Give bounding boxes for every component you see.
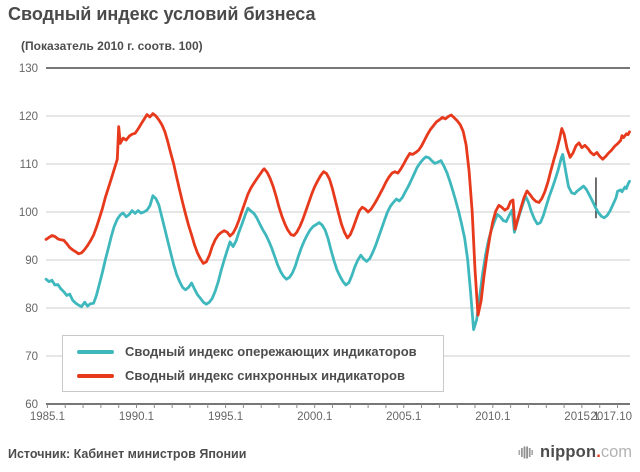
svg-text:80: 80 [25, 303, 38, 315]
nippon-logo: nippon . com [518, 443, 632, 462]
svg-text:60: 60 [25, 399, 38, 411]
logo-dot: . [596, 443, 601, 461]
legend-label-coincident: Сводный индекс синхронных индикаторов [125, 368, 405, 383]
chart-subtitle: (Показатель 2010 г. соотв. 100) [21, 39, 203, 53]
legend-item-coincident: Сводный индекс синхронных индикаторов [77, 368, 443, 383]
coincident-series-line [44, 112, 631, 317]
svg-text:2017.10: 2017.10 [590, 411, 632, 423]
page-title: Сводный индекс условий бизнеса [8, 4, 316, 24]
svg-text:70: 70 [25, 351, 38, 363]
chart-legend: Сводный индекс опережающих индикаторов С… [62, 335, 444, 392]
logo-name: nippon [540, 443, 597, 461]
x-axis: 1985.1 1990.1 1995.1 2000.1 2005.1 2010.1 2015… [30, 404, 632, 423]
nippon-mark-icon [518, 446, 534, 459]
svg-text:100: 100 [19, 207, 38, 219]
svg-text:130: 130 [19, 63, 38, 75]
svg-text:90: 90 [25, 255, 38, 267]
logo-tld: com [600, 443, 632, 461]
leading-series-line [44, 152, 631, 332]
svg-text:2010.1: 2010.1 [475, 411, 510, 423]
coincident-line-icon [77, 373, 114, 378]
leading-line-icon [77, 349, 114, 354]
svg-text:1990.1: 1990.1 [119, 411, 154, 423]
svg-text:2000.1: 2000.1 [297, 411, 332, 423]
legend-label-leading: Сводный индекс опережающих индикаторов [125, 344, 417, 359]
legend-item-leading: Сводный индекс опережающих индикаторов [77, 344, 443, 359]
svg-text:2005.1: 2005.1 [386, 411, 421, 423]
source-note: Источник: Кабинет министров Японии [8, 447, 247, 461]
svg-text:120: 120 [19, 111, 38, 123]
svg-text:2015.1: 2015.1 [564, 411, 599, 423]
svg-text:1985.1: 1985.1 [30, 411, 65, 423]
svg-text:1995.1: 1995.1 [208, 411, 243, 423]
svg-text:110: 110 [20, 159, 38, 171]
